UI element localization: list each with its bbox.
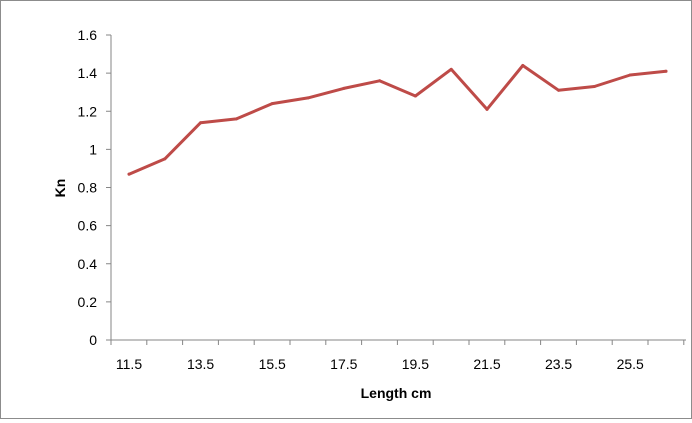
y-tick-label: 0.8	[78, 180, 98, 196]
data-point	[521, 64, 525, 67]
y-axis-ticks: 0 0.2 0.4 0.6 0.8 1 1.2 1.4 1.6	[78, 27, 111, 348]
data-point	[664, 69, 668, 73]
y-tick-label: 0.6	[78, 218, 98, 234]
series-line	[127, 64, 668, 176]
data-point	[557, 88, 561, 92]
x-tick-label: 11.5	[116, 356, 142, 372]
data-point	[199, 121, 203, 125]
data-point	[485, 107, 489, 111]
data-point	[378, 79, 382, 83]
data-point	[127, 172, 131, 176]
x-axis-ticks: 11.5 13.5 15.5 17.5 19.5 21.5 23.5 25.5	[110, 340, 685, 372]
data-point	[449, 67, 453, 71]
data-point	[342, 86, 346, 90]
data-point	[270, 102, 274, 106]
x-tick-label: 15.5	[259, 356, 286, 372]
y-tick-label: 0.2	[78, 294, 98, 310]
data-point	[234, 117, 238, 121]
x-tick-label: 17.5	[330, 356, 357, 372]
axes	[110, 35, 686, 341]
y-tick-label: 1.2	[78, 103, 98, 119]
x-axis-title: Length cm	[361, 385, 432, 401]
x-tick-label: 19.5	[402, 356, 429, 372]
x-tick-label: 25.5	[617, 356, 644, 372]
x-tick-label: 21.5	[473, 356, 500, 372]
y-tick-label: 1	[89, 141, 97, 157]
y-tick-label: 0.4	[78, 256, 98, 272]
y-tick-label: 1.4	[78, 65, 98, 81]
x-tick-label: 23.5	[545, 356, 572, 372]
data-point	[628, 73, 632, 77]
data-point	[592, 84, 596, 88]
y-tick-label: 1.6	[78, 27, 98, 43]
series-layer	[127, 64, 668, 176]
x-tick-label: 13.5	[187, 356, 214, 372]
y-axis-title: Kn	[52, 179, 68, 198]
data-point	[413, 94, 417, 98]
y-tick-label: 0	[89, 332, 97, 348]
data-point	[163, 157, 167, 161]
data-point	[306, 96, 310, 100]
